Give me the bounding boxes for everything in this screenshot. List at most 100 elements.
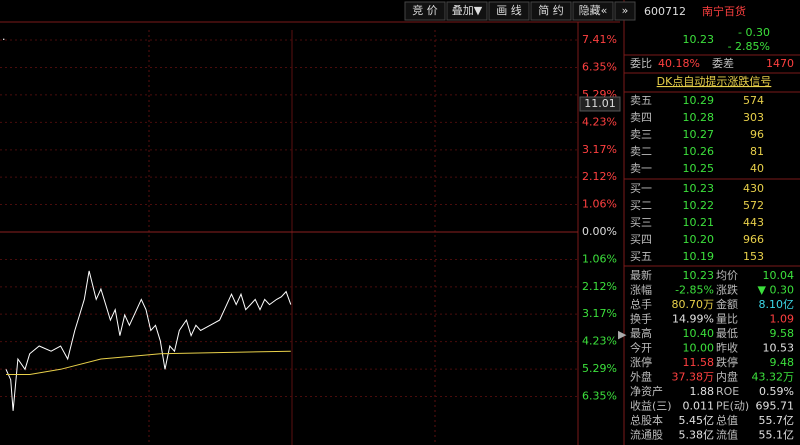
- book-price: 10.23: [683, 182, 715, 195]
- stat-value: 1.09: [770, 313, 795, 326]
- book-volume: 303: [743, 111, 764, 124]
- y-tick-label: 7.41%: [582, 33, 617, 46]
- stat-value: 14.99%: [672, 313, 714, 326]
- book-label: 卖一: [630, 162, 652, 175]
- price-line: [5, 270, 292, 411]
- stat-label: 流通股: [630, 428, 663, 442]
- book-price: 10.28: [683, 111, 715, 124]
- toolbar-button[interactable]: [488, 1, 530, 21]
- stat-label: 涨幅: [630, 284, 652, 297]
- price-line: [6, 350, 291, 375]
- book-price: 10.25: [683, 162, 715, 175]
- axis-dot: ·: [2, 33, 6, 46]
- change-pct: - 2.85%: [728, 40, 770, 53]
- y-tick-label: 4.23%: [582, 335, 617, 348]
- stat-label: 最新: [630, 268, 652, 282]
- toolbar-label[interactable]: 画 线: [496, 3, 522, 17]
- toolbar-label[interactable]: 简 约: [538, 3, 564, 17]
- ratio-label: 委比: [630, 57, 652, 70]
- stat-label: 量比: [716, 313, 738, 326]
- y-tick-label: 1.06%: [582, 252, 617, 265]
- toolbar-label[interactable]: »: [622, 4, 629, 17]
- book-volume: 443: [743, 216, 764, 229]
- book-label: 买二: [630, 199, 652, 212]
- stock-name: 南宁百货: [702, 4, 746, 18]
- toolbar-button[interactable]: [404, 1, 446, 21]
- ratio: 40.18%: [658, 57, 700, 70]
- stat-value: 9.58: [770, 327, 795, 340]
- stat-value: 5.45亿: [679, 414, 715, 427]
- price-marker: 11.01: [584, 97, 616, 110]
- book-volume: 430: [743, 182, 764, 195]
- stat-label: 涨跌: [716, 283, 738, 297]
- stat-value: 43.32万: [752, 371, 795, 384]
- stat-value: 10.53: [763, 342, 795, 355]
- stat-label: 换手: [630, 312, 652, 326]
- book-price: 10.27: [683, 128, 715, 141]
- toolbar-button[interactable]: [572, 1, 614, 21]
- book-price: 10.29: [683, 94, 715, 107]
- y-tick-label: 6.35%: [582, 60, 617, 73]
- stat-value: 1.88: [690, 385, 715, 398]
- stat-label: 今开: [630, 341, 652, 355]
- stat-value: 10.23: [683, 269, 715, 282]
- stat-value: 9.48: [770, 356, 795, 369]
- diff-label: 委差: [712, 56, 734, 70]
- stat-value: 10.00: [683, 342, 715, 355]
- book-label: 卖四: [630, 111, 652, 124]
- stat-label: 均价: [716, 269, 738, 282]
- book-volume: 574: [743, 94, 764, 107]
- toolbar-label[interactable]: 竞 价: [412, 3, 438, 17]
- book-volume: 572: [743, 199, 764, 212]
- book-price: 10.20: [683, 233, 715, 246]
- side-arrow: ▶: [618, 328, 627, 341]
- y-tick-label: 1.06%: [582, 198, 617, 211]
- book-volume: 40: [750, 162, 764, 175]
- book-label: 买四: [630, 233, 652, 246]
- book-price: 10.21: [683, 216, 715, 229]
- stat-label: 内盘: [716, 370, 738, 384]
- book-label: 买五: [630, 250, 652, 263]
- stat-value: 695.71: [756, 400, 795, 413]
- y-tick-label: 5.29%: [582, 362, 617, 375]
- book-label: 买三: [630, 216, 652, 229]
- toolbar-label[interactable]: 叠加▼: [452, 4, 483, 17]
- stat-label: 跌停: [716, 355, 738, 369]
- book-label: 卖三: [630, 128, 652, 141]
- stat-label: 金额: [716, 297, 738, 311]
- stat-label: 收益(三): [630, 399, 672, 413]
- stat-value: 0.59%: [759, 385, 794, 398]
- stat-value: 10.40: [683, 327, 715, 340]
- y-tick-label: 2.12%: [582, 280, 617, 293]
- stat-value: 0.011: [683, 400, 715, 413]
- chart: 7.41% 6.35% 5.29% 4.23% 3.17% 2.12% 1.06% 0.00%…: [0, 30, 621, 445]
- stat-label: 总手: [630, 297, 652, 311]
- toolbar-button[interactable]: [530, 1, 572, 21]
- stat-label: 最低: [716, 327, 738, 340]
- toolbar-label[interactable]: 隐藏«: [579, 4, 608, 17]
- book-price: 10.22: [683, 199, 715, 212]
- stat-label: 总股本: [630, 413, 663, 427]
- y-tick-label: 3.17%: [582, 307, 617, 320]
- book-volume: 966: [743, 233, 764, 246]
- stat-value: 37.38万: [672, 371, 715, 384]
- book-volume: 96: [750, 128, 764, 141]
- book-price: 10.19: [683, 250, 715, 263]
- stat-value: ▼ 0.30: [758, 284, 794, 297]
- y-tick-label: 0.00%: [582, 225, 617, 238]
- stat-value: 55.1亿: [759, 429, 795, 442]
- toolbar-button[interactable]: [614, 1, 636, 21]
- toolbar-button[interactable]: [446, 1, 488, 21]
- price: 10.23: [683, 33, 715, 46]
- stat-value: 55.7亿: [759, 414, 795, 427]
- quote-panel: 600712 南宁百货 10.23 - 0.30- 2.85% 委比 40.18% 委差 14…: [624, 4, 800, 442]
- stat-value: 8.10亿: [759, 298, 795, 311]
- book-volume: 153: [743, 250, 764, 263]
- signal-link[interactable]: DK点自动提示涨跌信号: [657, 74, 772, 88]
- stock-code: 600712: [644, 5, 686, 18]
- book-label: 买一: [630, 182, 652, 195]
- book-price: 10.26: [683, 145, 715, 158]
- diff: 1470: [766, 57, 794, 70]
